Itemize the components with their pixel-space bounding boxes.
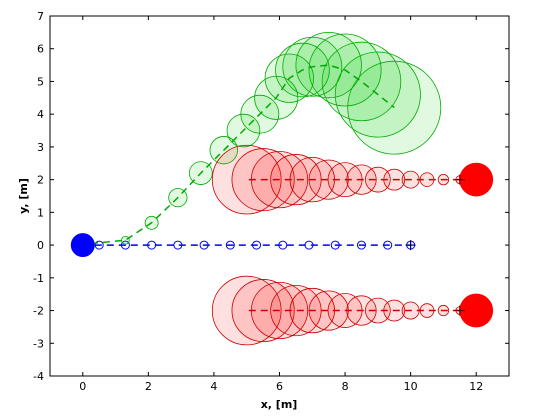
x-tick-label: 10	[404, 380, 418, 393]
x-tick-label: 6	[276, 380, 283, 393]
trajectory-line	[90, 64, 395, 245]
series-red-2	[211, 144, 465, 215]
y-tick-label: 3	[37, 141, 44, 154]
x-tick-label: 4	[210, 380, 217, 393]
y-tick-label: -2	[33, 305, 44, 318]
y-tick-label: 1	[37, 206, 44, 219]
x-tick-label: 2	[145, 380, 152, 393]
y-tick-label: -4	[33, 370, 44, 383]
series-blue-0	[78, 240, 416, 250]
series-green-1	[88, 31, 442, 246]
trajectory-circle	[121, 235, 130, 245]
trajectory-circle	[364, 166, 391, 193]
x-tick-label: 0	[79, 380, 86, 393]
y-tick-label: -1	[33, 272, 44, 285]
trajectory-circle	[211, 275, 282, 346]
x-axis-label: x, [m]	[261, 398, 298, 411]
y-axis-label: y, [m]	[17, 178, 30, 214]
y-tick-label: 7	[37, 10, 44, 23]
y-tick-label: -3	[33, 337, 44, 350]
trajectory-circle	[364, 297, 391, 324]
y-tick-label: 0	[37, 239, 44, 252]
y-tick-label: 4	[37, 108, 44, 121]
y-tick-label: 5	[37, 75, 44, 88]
series-red-3	[211, 275, 465, 346]
x-tick-label: 8	[342, 380, 349, 393]
y-tick-label: 6	[37, 43, 44, 56]
trajectory-point	[225, 240, 235, 250]
agent-marker-blue	[70, 233, 95, 258]
chart-marks	[70, 31, 494, 346]
x-tick-label: 12	[469, 380, 483, 393]
y-tick-label: 2	[37, 174, 44, 187]
plot-area	[50, 16, 509, 376]
trajectory-circle	[211, 144, 282, 215]
